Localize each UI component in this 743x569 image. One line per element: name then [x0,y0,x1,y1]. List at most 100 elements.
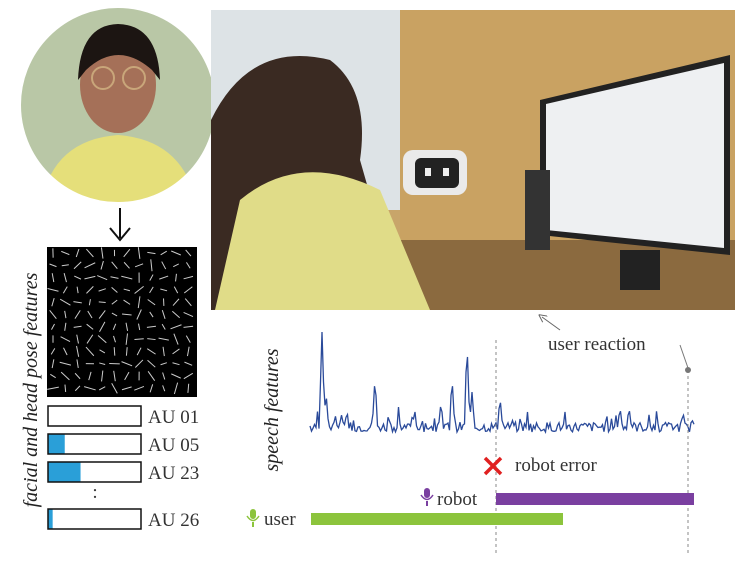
au-bar [47,433,142,455]
hog-stroke [51,359,55,369]
hog-stroke [121,313,132,316]
hog-stroke [113,347,116,356]
hog-stroke [87,310,93,319]
hog-stroke [162,385,166,392]
hog-stroke [86,323,94,330]
au-fill [48,509,53,529]
hog-stroke [172,362,180,366]
mic-icon [420,488,434,506]
hog-stroke [63,272,67,283]
arrowhead [109,227,131,242]
hog-stroke [60,371,70,381]
hog-stroke [97,335,107,344]
hog-stroke [147,251,156,255]
hog-cells [47,247,194,395]
hog-stroke [146,348,156,355]
hog-stroke [125,322,129,331]
hog-stroke [113,370,116,382]
hog-stroke [73,325,82,328]
ellipsis: : [92,482,97,503]
hog-stroke [74,310,81,319]
hog-stroke [121,361,133,367]
hog-stroke [173,333,179,345]
hog-stroke [50,373,56,379]
hog-stroke [86,334,94,344]
au-label: AU 05 [148,435,199,456]
hog-stroke [171,250,181,256]
hog-stroke [51,323,55,330]
hog-stroke [172,348,180,355]
hog-stroke [137,247,141,259]
user-speech-bar [311,513,563,525]
hog-stroke [162,372,166,380]
hog-stroke [187,383,190,393]
hog-stroke [158,337,169,341]
au-label: AU 23 [148,463,199,484]
robot-speech-bar [496,493,694,505]
robot-error-label: robot error [515,455,597,476]
au-bar [47,405,142,427]
hog-stroke [60,336,71,343]
hog-stroke [125,347,128,356]
hog-stroke [149,384,154,393]
hog-stroke [88,371,92,381]
hog-stroke [186,346,190,357]
hog-stroke [184,298,192,307]
hog-stroke [125,333,129,345]
hog-stroke [173,382,179,395]
hog-stroke [137,296,141,309]
hog-stroke [86,248,94,258]
hog-stroke [185,249,192,257]
hog-stroke [99,321,106,332]
speech-waveform [309,331,695,435]
hog-stroke [147,338,156,341]
scene-photo [211,10,735,310]
hog-stroke [113,335,116,343]
hog-stroke [75,248,80,258]
hog-stroke [161,323,166,330]
speech-label: speech features [261,348,283,471]
hog-stroke [98,301,106,303]
hog-stroke [162,346,165,357]
hog-stroke [112,323,117,331]
hog-stroke [185,335,191,343]
au-label: AU 26 [148,510,199,531]
hog-stroke [170,324,182,330]
face-photo [20,7,216,203]
hog-stroke [85,346,95,357]
hog-stroke [84,386,96,391]
hog-stroke [134,385,145,391]
hog-stroke [173,263,179,268]
hog-stroke [49,310,57,319]
hog-stroke [76,345,80,357]
pointer [542,317,561,331]
hog-stroke [98,288,106,292]
hog-stroke [88,299,91,306]
hog-stroke [121,386,132,391]
hog-stroke [134,359,144,368]
hog-stroke [74,385,81,392]
au-label: AU 01 [148,407,199,428]
hog-stroke [172,310,180,319]
hog-stroke [61,264,69,267]
hog-stroke [76,286,79,294]
hog-stroke [121,275,133,280]
hog-stroke [73,261,82,270]
hog-stroke [146,325,156,328]
hog-stroke [59,298,71,306]
reaction-dot [685,367,691,373]
hog-stroke [186,262,191,269]
hog-stroke [84,262,96,269]
hog-stroke [76,334,79,344]
hog-stroke [149,311,154,318]
hog-stroke [47,288,59,292]
facial-label: facial and head pose features [20,272,42,507]
hog-stroke [123,288,131,292]
hog-stroke [134,263,144,268]
user-reaction-label: user reaction [548,334,646,355]
hog-stroke [183,286,193,294]
hog-stroke [147,371,156,381]
pointer [679,344,689,369]
hog-stroke [50,348,56,355]
au-fill [48,434,65,454]
